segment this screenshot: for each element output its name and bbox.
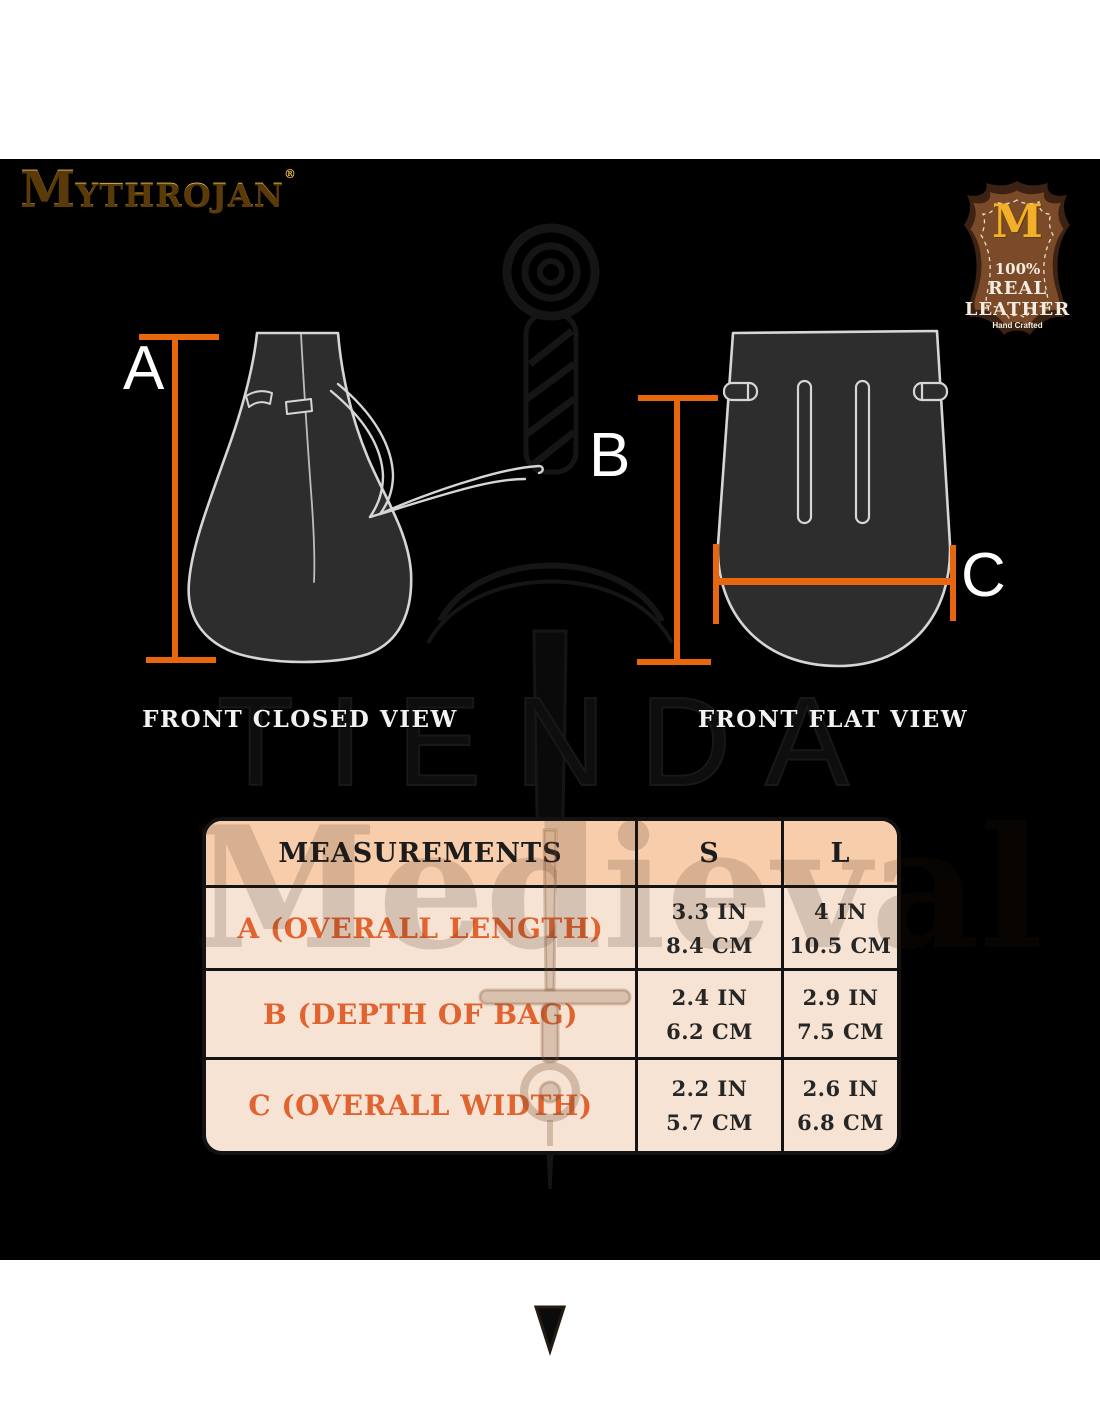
table-cell-b-s: 2.4 IN 6.2 CM [635,968,781,1057]
black-panel: TIENDA MYTHROJAN® M 100% REAL LEATHER Ha… [0,159,1100,1356]
measure-label-c: C [961,541,1006,610]
value-c-s-in: 2.2 IN [671,1076,748,1101]
pouch-flat-drawing [716,329,952,668]
measure-a-bottom-cap [146,657,216,663]
value-c-l-cm: 6.8 CM [797,1110,884,1135]
measurements-table: MEASUREMENTS S L A (OVERALL LENGTH) 3.3 … [202,817,901,1155]
table-cell-c-l: 2.6 IN 6.8 CM [781,1057,897,1151]
watermark-tienda: TIENDA [216,670,884,813]
table-cell-a-s: 3.3 IN 8.4 CM [635,885,781,968]
value-c-l-in: 2.6 IN [802,1076,879,1101]
table-row-label-a: A (OVERALL LENGTH) [206,885,635,968]
badge-hand-crafted: Hand Crafted [992,321,1043,330]
value-c-s-cm: 5.7 CM [666,1110,753,1135]
brand-logo-initial: M [20,159,76,218]
table-header-measurements: MEASUREMENTS [206,821,635,885]
value-a-s-in: 3.3 IN [671,898,748,924]
value-b-s-cm: 6.2 CM [666,1018,753,1044]
registered-mark: ® [283,167,296,181]
table-row-label-c: C (OVERALL WIDTH) [206,1057,635,1151]
value-b-s-in: 2.4 IN [671,984,748,1010]
caption-front-closed-view: FRONT CLOSED VIEW [142,706,458,733]
table-header-size-s: S [635,821,781,885]
badge-monogram: M [992,194,1043,248]
real-leather-badge: M 100% REAL LEATHER Hand Crafted [955,178,1080,340]
table-header-size-l: L [781,821,897,885]
measure-c-line [716,578,954,585]
table-cell-c-s: 2.2 IN 5.7 CM [635,1057,781,1151]
caption-front-flat-view: FRONT FLAT VIEW [697,706,969,733]
measure-label-a: A [123,334,165,403]
table-cell-b-l: 2.9 IN 7.5 CM [781,968,897,1057]
badge-100-percent: 100% [994,260,1041,278]
measure-label-b: B [589,421,631,490]
brand-logo: MYTHROJAN® [20,164,296,215]
table-cell-a-l: 4 IN 10.5 CM [781,885,897,968]
badge-shield-icon [964,181,1070,335]
measure-a-line [172,337,178,661]
measure-a-top-cap [139,334,219,340]
measure-c-right-cap [950,545,956,621]
badge-leather: LEATHER [964,299,1071,320]
value-a-l-in: 4 IN [814,898,867,924]
value-b-l-in: 2.9 IN [802,984,879,1010]
value-a-l-cm: 10.5 CM [789,932,892,958]
badge-real: REAL [987,278,1048,299]
measure-b-bottom-cap [637,659,711,665]
value-b-l-cm: 7.5 CM [797,1018,884,1044]
value-a-s-cm: 8.4 CM [666,932,753,958]
brand-logo-rest: YTHROJAN [75,176,284,214]
table-row-label-b: B (DEPTH OF BAG) [206,968,635,1057]
measure-b-line [674,398,680,660]
pouch-closed-drawing [187,331,544,664]
